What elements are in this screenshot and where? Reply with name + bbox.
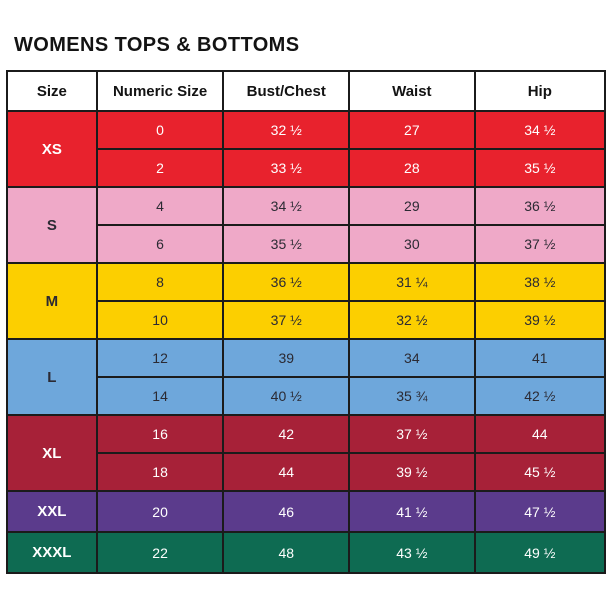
measurement-cell: 22 — [95, 531, 225, 574]
measurement-cell: 49 ½ — [473, 531, 607, 574]
measurement-cell: 46 — [222, 490, 351, 533]
measurement-cell: 34 ½ — [222, 186, 351, 226]
measurement-cell: 6 — [95, 224, 225, 264]
measurement-cell: 8 — [95, 262, 225, 302]
table-row: 18 44 39 ½ 45 ½ — [7, 452, 607, 492]
table-row: 2 33 ½ 28 35 ½ — [7, 148, 607, 188]
measurement-cell: 28 — [348, 148, 476, 188]
measurement-cell: 4 — [95, 186, 225, 226]
table-row: 14 40 ½ 35 ¾ 42 ½ — [7, 376, 607, 416]
measurement-cell: 37 ½ — [473, 224, 607, 264]
measurement-cell: 16 — [95, 414, 225, 454]
header-row: Size Numeric Size Bust/Chest Waist Hip — [6, 70, 607, 112]
measurement-cell: 18 — [95, 452, 225, 492]
column-header-size: Size — [6, 70, 98, 112]
measurement-cell: 39 ½ — [348, 452, 476, 492]
table-row: XXXL 22 48 43 ½ 49 ½ — [6, 531, 607, 574]
table-row: 10 37 ½ 32 ½ 39 ½ — [7, 300, 607, 340]
measurement-cell: 47 ½ — [473, 490, 607, 533]
table-row: S 4 34 ½ 29 36 ½ — [6, 186, 607, 264]
measurement-cell: 20 — [95, 490, 225, 533]
measurement-cell: 39 — [222, 338, 351, 378]
measurement-cell: 37 ½ — [348, 414, 476, 454]
measurement-cell: 14 — [95, 376, 225, 416]
measurement-cell: 45 ½ — [473, 452, 607, 492]
size-chart-table: Size Numeric Size Bust/Chest Waist Hip X… — [6, 70, 607, 574]
measurement-cell: 12 — [95, 338, 225, 378]
measurement-cell: 35 ½ — [222, 224, 351, 264]
measurement-cell: 0 — [95, 110, 225, 150]
size-group-label: S — [6, 186, 98, 264]
table-row: L 12 39 34 41 — [6, 338, 607, 416]
size-group-label: XL — [6, 414, 98, 492]
measurement-cell: 36 ½ — [222, 262, 351, 302]
table-header: Size Numeric Size Bust/Chest Waist Hip — [6, 70, 607, 112]
page-title: WOMENS TOPS & BOTTOMS — [14, 34, 300, 56]
measurement-cell: 38 ½ — [473, 262, 607, 302]
measurement-cell: 32 ½ — [348, 300, 476, 340]
measurement-cell: 39 ½ — [473, 300, 607, 340]
measurement-cell: 2 — [95, 148, 225, 188]
measurement-cell: 29 — [348, 186, 476, 226]
measurement-cell: 36 ½ — [473, 186, 607, 226]
size-group-label: M — [6, 262, 98, 340]
table-row: M 8 36 ½ 31 ¼ 38 ½ — [6, 262, 607, 340]
measurement-cell: 42 ½ — [473, 376, 607, 416]
measurement-cell: 32 ½ — [222, 110, 351, 150]
measurement-cell: 31 ¼ — [348, 262, 476, 302]
column-header-hip: Hip — [473, 70, 607, 112]
measurement-cell: 37 ½ — [222, 300, 351, 340]
measurement-cell: 41 — [473, 338, 607, 378]
table-row: 6 35 ½ 30 37 ½ — [7, 224, 607, 264]
measurement-cell: 30 — [348, 224, 476, 264]
size-group-label: XS — [6, 110, 98, 188]
size-chart-body: XS 0 32 ½ 27 34 ½ 2 33 ½ 28 35 ½ S 4 34 ½ 29 36 ½ 6 35 … — [6, 110, 607, 574]
size-group-label: L — [6, 338, 98, 416]
measurement-cell: 33 ½ — [222, 148, 351, 188]
measurement-cell: 34 ½ — [473, 110, 607, 150]
column-header-waist: Waist — [348, 70, 476, 112]
measurement-cell: 44 — [473, 414, 607, 454]
measurement-cell: 41 ½ — [348, 490, 476, 533]
table-row: XL 16 42 37 ½ 44 — [6, 414, 607, 492]
measurement-cell: 48 — [222, 531, 351, 574]
size-group-label: XXL — [6, 490, 98, 533]
measurement-cell: 42 — [222, 414, 351, 454]
table-row: XS 0 32 ½ 27 34 ½ — [6, 110, 607, 188]
measurement-cell: 10 — [95, 300, 225, 340]
measurement-cell: 34 — [348, 338, 476, 378]
measurement-cell: 40 ½ — [222, 376, 351, 416]
column-header-numeric-size: Numeric Size — [95, 70, 225, 112]
size-group-label: XXXL — [6, 531, 98, 574]
table-row: XXL 20 46 41 ½ 47 ½ — [6, 490, 607, 533]
measurement-cell: 43 ½ — [348, 531, 476, 574]
measurement-cell: 27 — [348, 110, 476, 150]
column-header-bust-chest: Bust/Chest — [222, 70, 351, 112]
measurement-cell: 35 ¾ — [348, 376, 476, 416]
measurement-cell: 44 — [222, 452, 351, 492]
measurement-cell: 35 ½ — [473, 148, 607, 188]
